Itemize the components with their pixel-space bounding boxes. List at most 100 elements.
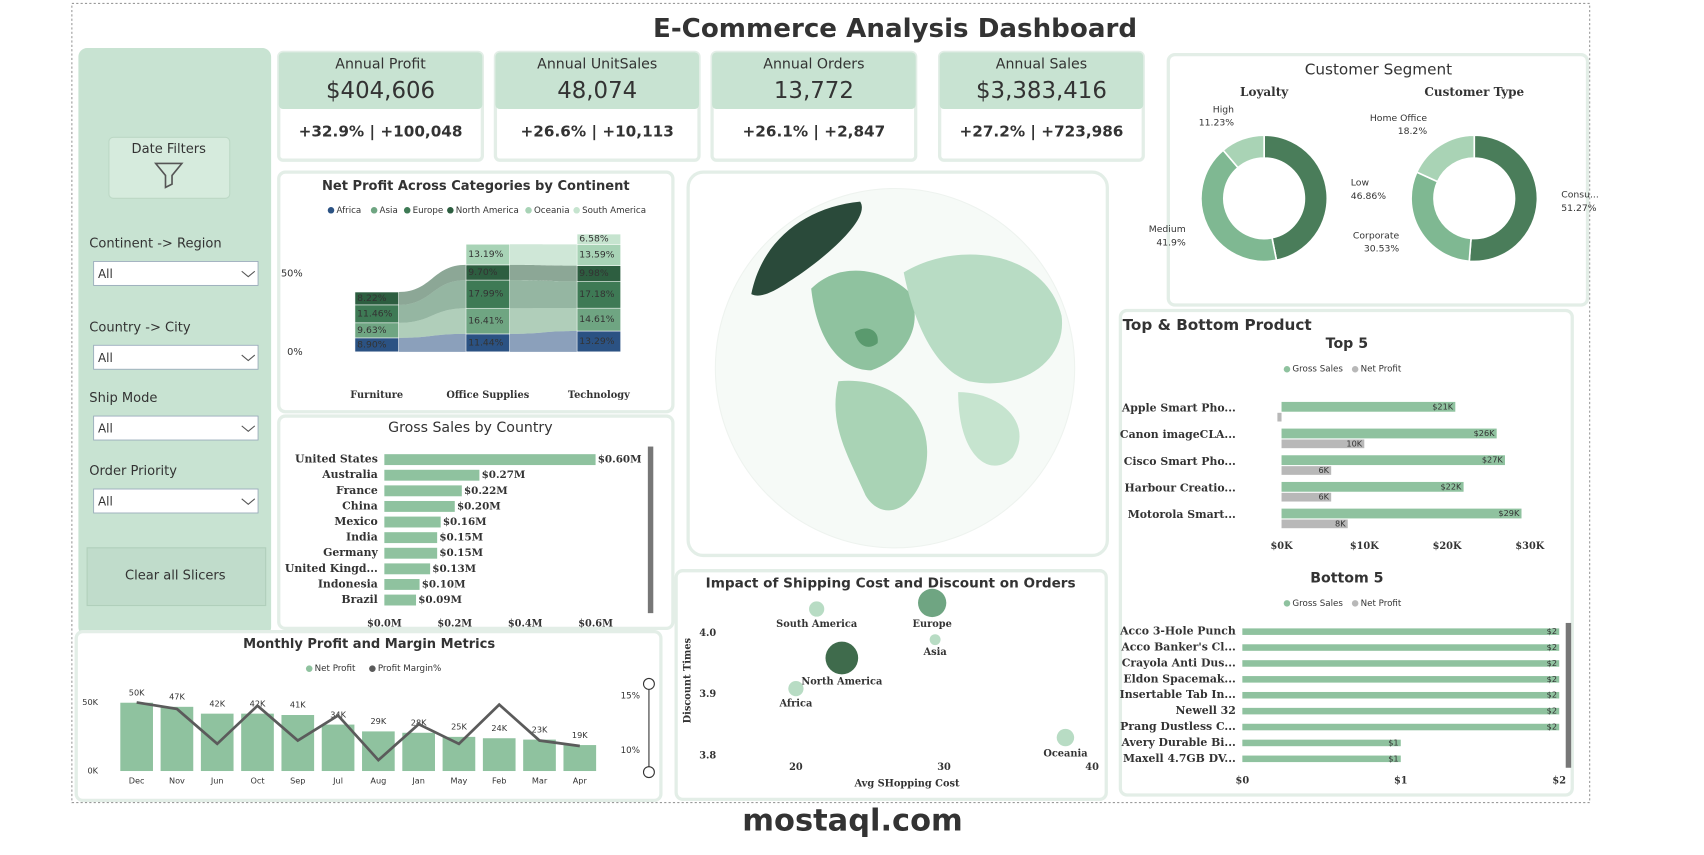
bar [160,706,194,772]
data-label: 8K [1335,518,1346,528]
bar [1281,401,1456,412]
bar [523,739,556,772]
bar [1242,676,1560,683]
data-label: $0.13M [432,563,476,575]
data-label: 17.18% [579,289,614,300]
slicer-dropdown[interactable] [93,261,259,286]
ribbon [398,264,467,305]
bar [120,702,153,772]
point-label: Asia [923,647,948,658]
bubble [918,588,947,618]
chart-title: Bottom 5 [1310,570,1383,586]
kpi-change: +27.2% | +723,986 [959,122,1123,141]
data-label: $0.09M [418,594,462,606]
x-tick-label: 30 [937,762,951,773]
kpi-value: 48,074 [557,78,637,104]
x-tick-label: Jun [210,775,224,785]
legend-swatch [573,207,580,214]
ribbon-segment [576,233,621,245]
bar [1281,466,1332,475]
x-tick-label: May [450,775,467,785]
data-label: $2 [1547,658,1557,668]
data-label: 9.63% [357,325,387,336]
data-label: 6K [1318,465,1329,475]
data-label: 16.41% [468,316,503,327]
data-label: 41K [290,700,306,710]
data-label: $21K [1432,401,1454,411]
y-tick-label: United Kingd... [285,562,378,575]
donut-slice [1415,134,1476,183]
globe [714,187,1076,549]
bar [384,594,417,606]
bar [563,745,597,772]
ribbon [398,280,467,323]
data-label: $2 [1547,722,1557,732]
legend-label: Profit Margin% [378,664,441,674]
data-label: $2 [1547,706,1557,716]
y-tick-label: 3.8 [699,750,716,761]
slider-handle[interactable] [642,677,655,690]
bar [1281,508,1522,519]
bar [1281,455,1505,466]
y-tick-label: Brazil [341,593,377,606]
ribbon [509,331,578,352]
data-label: $26K [1474,428,1496,438]
kpi-header [939,52,1144,110]
data-label: 19K [572,730,588,740]
map-shape [835,380,928,511]
date-filter-button[interactable] [108,136,231,199]
legend-swatch [370,207,378,214]
y-tick-label: Maxell 4.7GB DV... [1123,752,1236,765]
donut-slice [1222,134,1265,169]
y-tick-label: Crayola Anti Dus... [1122,656,1236,669]
kpi-label: Annual Profit [335,56,426,72]
data-label: $0.16M [443,516,487,528]
legend-label: Net Profit [315,664,356,674]
slice-value: 11.23% [1199,118,1234,129]
scrollbar[interactable] [647,446,654,614]
ribbon [398,308,467,338]
bubble [929,634,941,646]
legend-label: Gross Sales [1292,599,1343,609]
data-label: 6K [1318,492,1329,502]
chevron [241,498,256,505]
x-tick-label: Aug [370,775,386,785]
slicer-dropdown[interactable] [93,488,259,514]
bar [1281,428,1497,439]
point-label: Oceania [1043,748,1088,759]
kpi-header [712,52,916,110]
kpi-header [495,52,700,110]
ribbon [509,280,578,309]
data-label: 13.29% [579,336,614,347]
slicer-dropdown[interactable] [93,344,259,370]
data-label: $2 [1547,690,1557,700]
map-shape [751,201,862,296]
clear-slicers-button[interactable] [86,547,267,607]
y-tick-label: Motorola Smart... [1128,508,1236,521]
bar [384,485,462,497]
x-tick-label: $0K [1270,541,1293,552]
y-tick-label: Acco 3-Hole Punch [1119,625,1236,638]
scrollbar[interactable] [1565,622,1572,768]
chart-title: Gross Sales by Country [388,420,552,436]
data-label: 25K [451,722,467,732]
ribbon-segment [576,280,621,309]
x-tick-label: $0.0M [367,619,402,630]
data-label: 28K [411,717,427,727]
x-axis-label: Avg SHopping Cost [853,779,960,790]
data-label: $1 [1388,737,1398,747]
data-label: 11.46% [357,308,392,319]
slicer-dropdown[interactable] [93,415,259,441]
slider-handle[interactable] [642,766,655,779]
legend-label: South America [582,206,646,216]
bar [1281,492,1332,502]
bar [384,547,438,559]
chart-title: Net Profit Across Categories by Continen… [322,179,630,194]
bar [384,578,420,590]
x-tick-label: Office Supplies [446,390,529,401]
x-tick-label: $20K [1433,541,1462,552]
y-tick-label: India [346,531,378,544]
data-label: $2 [1547,626,1557,636]
data-label: 8.90% [357,339,387,350]
map-shape [854,328,878,347]
